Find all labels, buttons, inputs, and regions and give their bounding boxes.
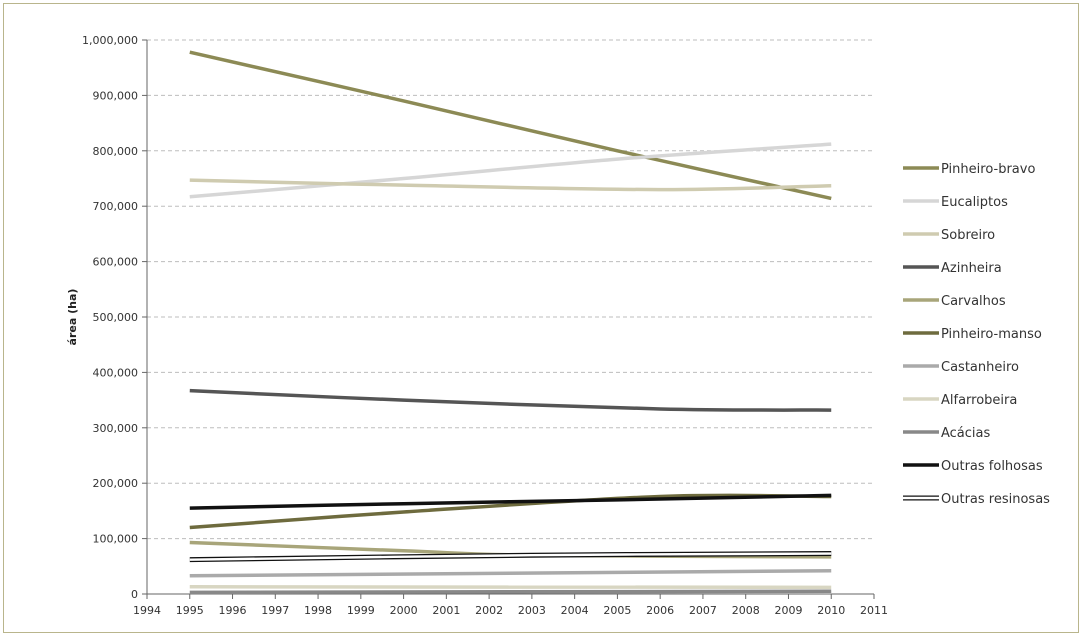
- legend-label-castanheiro: Castanheiro: [941, 360, 1019, 375]
- x-tick-label: 2003: [518, 604, 546, 617]
- y-tick-label: 500,000: [93, 311, 139, 324]
- y-tick-label: 300,000: [93, 422, 139, 435]
- x-tick-label: 1998: [304, 604, 332, 617]
- series-lines: [189, 50, 832, 595]
- x-tick-label: 2010: [817, 604, 845, 617]
- x-tick-label: 2000: [390, 604, 418, 617]
- legend: Pinheiro-bravo Eucaliptos Sobreiro Azinheir…: [903, 162, 1050, 507]
- legend-label-outras-folhosas: Outras folhosas: [941, 459, 1043, 474]
- series-line-eucaliptos: [189, 142, 832, 199]
- y-axis-label: área (ha): [66, 289, 79, 346]
- x-tick-labels: 1994 1995 1996 1997 1998 1999 2000 2001 2002 2003…: [133, 604, 888, 617]
- y-tick-label: 200,000: [93, 477, 139, 490]
- series-line-azinheira: [189, 388, 832, 412]
- x-tick-label: 2009: [774, 604, 802, 617]
- gridlines: [147, 39, 874, 540]
- series-line-alfarrobeira: [189, 585, 832, 590]
- x-tick-label: 2011: [860, 604, 888, 617]
- y-tick-label: 800,000: [93, 145, 139, 158]
- legend-label-azinheira: Azinheira: [941, 261, 1002, 276]
- x-tick-label: 1994: [133, 604, 161, 617]
- y-tick-label: 900,000: [93, 89, 139, 102]
- x-tick-label: 2005: [603, 604, 631, 617]
- x-tick-label: 2002: [475, 604, 503, 617]
- legend-label-carvalhos: Carvalhos: [941, 294, 1006, 309]
- series-line-castanheiro: [189, 568, 832, 578]
- x-tick-label: 2004: [561, 604, 589, 617]
- x-tick-label: 2007: [689, 604, 717, 617]
- chart-frame: [3, 3, 1079, 633]
- x-tick-label: 1999: [347, 604, 375, 617]
- y-tick-label: 600,000: [93, 256, 139, 269]
- axes: [142, 39, 875, 599]
- x-tick-label: 2008: [732, 604, 760, 617]
- series-line-outras-resinosas: [189, 552, 832, 561]
- legend-label-outras-resinosas: Outras resinosas: [941, 492, 1050, 507]
- series-line-pinheiro-bravo: [189, 50, 832, 201]
- x-tick-label: 2001: [432, 604, 460, 617]
- legend-label-pinheiro-bravo: Pinheiro-bravo: [941, 162, 1035, 177]
- series-line-acacias: [189, 589, 832, 595]
- x-tick-label: 1996: [219, 604, 247, 617]
- y-tick-label: 100,000: [93, 533, 139, 546]
- x-tick-label: 1997: [261, 604, 289, 617]
- x-tick-label: 2006: [646, 604, 674, 617]
- legend-label-acacias: Acácias: [941, 426, 991, 441]
- legend-label-eucaliptos: Eucaliptos: [941, 195, 1008, 210]
- y-tick-label: 400,000: [93, 366, 139, 379]
- series-line-sobreiro: [189, 178, 832, 192]
- y-tick-label: 0: [131, 588, 138, 601]
- legend-label-alfarrobeira: Alfarrobeira: [941, 393, 1017, 408]
- y-tick-label: 1,000,000: [82, 34, 138, 47]
- legend-label-sobreiro: Sobreiro: [941, 228, 995, 243]
- y-tick-label: 700,000: [93, 200, 139, 213]
- legend-label-pinheiro-manso: Pinheiro-manso: [941, 327, 1042, 342]
- x-tick-label: 1995: [176, 604, 204, 617]
- series-line-outras-folhosas: [189, 493, 832, 510]
- y-tick-labels: 0 100,000 200,000 300,000 400,000 500,000 600,…: [82, 34, 138, 601]
